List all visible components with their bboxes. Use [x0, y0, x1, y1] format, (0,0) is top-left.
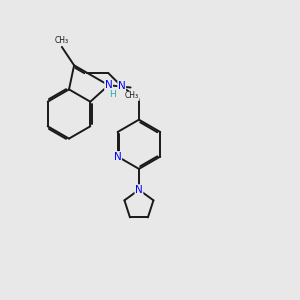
Text: N: N	[105, 80, 112, 90]
Text: N: N	[118, 82, 126, 92]
Text: N: N	[114, 152, 122, 162]
Text: CH₃: CH₃	[125, 92, 139, 100]
Text: CH₃: CH₃	[55, 36, 69, 45]
Text: H: H	[109, 90, 116, 99]
Text: N: N	[135, 185, 143, 195]
